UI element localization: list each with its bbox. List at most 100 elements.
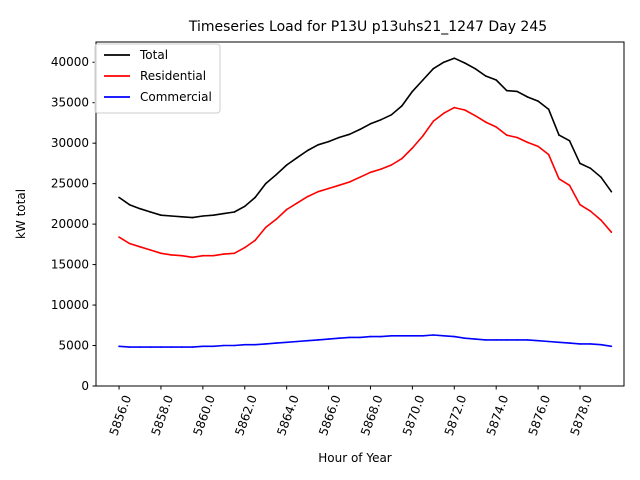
y-tick-label: 40000 <box>51 55 89 69</box>
data-point-residential <box>170 254 173 256</box>
data-point-commercial <box>495 339 498 341</box>
data-point-commercial <box>128 346 131 348</box>
data-point-residential <box>264 226 267 229</box>
data-point-residential <box>128 242 131 245</box>
y-tick-label: 35000 <box>51 96 89 110</box>
x-axis-label: Hour of Year <box>318 451 392 465</box>
data-point-total <box>390 114 393 116</box>
y-tick-label: 30000 <box>51 136 89 150</box>
data-point-total <box>589 167 592 170</box>
data-point-commercial <box>505 339 508 341</box>
data-point-commercial <box>338 337 340 340</box>
data-point-residential <box>505 134 508 136</box>
data-point-total <box>202 215 204 217</box>
data-point-commercial <box>212 345 215 348</box>
data-point-total <box>516 90 518 93</box>
data-point-residential <box>149 249 152 251</box>
data-point-residential <box>160 252 162 255</box>
data-point-residential <box>422 135 424 137</box>
data-point-commercial <box>118 345 120 348</box>
data-point-residential <box>484 121 487 123</box>
data-point-residential <box>610 231 613 233</box>
data-point-residential <box>589 210 592 212</box>
data-point-total <box>474 67 477 70</box>
data-point-total <box>568 139 571 142</box>
data-point-residential <box>495 126 498 128</box>
data-point-commercial <box>422 335 424 337</box>
data-point-commercial <box>380 335 382 338</box>
data-point-residential <box>202 254 204 257</box>
data-point-residential <box>390 164 393 166</box>
y-tick-label: 25000 <box>51 177 89 191</box>
series-total <box>118 57 613 219</box>
data-point-total <box>401 105 403 107</box>
data-point-residential <box>474 114 477 117</box>
data-point-total <box>233 211 236 213</box>
data-point-total <box>579 162 581 165</box>
data-point-commercial <box>170 346 173 348</box>
data-point-commercial <box>579 343 581 345</box>
data-point-commercial <box>610 345 613 348</box>
y-tick-label: 10000 <box>51 298 89 312</box>
data-point-total <box>223 212 225 215</box>
data-point-total <box>505 89 508 92</box>
data-point-total <box>212 214 215 216</box>
data-point-commercial <box>264 343 267 345</box>
data-point-commercial <box>516 339 518 341</box>
data-point-total <box>170 215 173 217</box>
data-point-commercial <box>348 336 351 339</box>
plot-area <box>118 57 613 348</box>
data-point-commercial <box>369 335 372 338</box>
data-point-commercial <box>202 345 204 348</box>
data-point-residential <box>306 195 309 198</box>
data-point-total <box>118 196 120 199</box>
data-point-commercial <box>474 338 477 340</box>
data-point-commercial <box>139 346 141 348</box>
data-point-commercial <box>464 337 466 340</box>
data-point-commercial <box>296 340 298 343</box>
data-point-total <box>526 96 529 98</box>
data-point-residential <box>327 187 330 190</box>
data-point-total <box>306 149 309 152</box>
data-point-residential <box>537 145 539 148</box>
data-point-commercial <box>537 339 539 342</box>
data-point-commercial <box>432 334 435 336</box>
data-point-total <box>275 173 278 176</box>
data-point-residential <box>285 208 288 211</box>
data-point-total <box>254 196 256 199</box>
data-point-residential <box>244 246 246 249</box>
data-point-total <box>191 216 194 219</box>
data-point-commercial <box>547 340 550 343</box>
data-point-commercial <box>359 336 361 339</box>
data-point-residential <box>516 136 518 139</box>
legend-label-residential: Residential <box>140 69 206 83</box>
data-point-commercial <box>285 341 288 344</box>
data-point-commercial <box>600 343 602 346</box>
data-point-total <box>338 136 340 139</box>
series-residential <box>118 106 613 259</box>
data-point-residential <box>296 202 298 204</box>
data-point-residential <box>411 147 414 149</box>
data-point-commercial <box>401 335 403 337</box>
data-point-total <box>181 216 183 218</box>
axes-frame <box>95 41 625 387</box>
data-point-total <box>380 118 382 121</box>
data-point-commercial <box>254 343 256 346</box>
data-point-residential <box>181 254 183 257</box>
data-point-total <box>149 211 152 213</box>
data-point-residential <box>526 141 529 144</box>
data-point-total <box>296 156 298 159</box>
data-point-residential <box>254 239 256 242</box>
data-point-total <box>547 108 550 110</box>
data-point-total <box>495 79 498 81</box>
data-point-residential <box>464 109 466 111</box>
data-point-residential <box>317 190 319 193</box>
data-point-total <box>537 100 539 102</box>
data-point-residential <box>223 253 225 255</box>
data-point-residential <box>432 120 435 123</box>
data-point-residential <box>579 203 581 206</box>
data-point-total <box>464 62 466 64</box>
data-point-total <box>317 144 319 146</box>
data-point-commercial <box>306 339 309 342</box>
data-point-residential <box>558 178 560 180</box>
